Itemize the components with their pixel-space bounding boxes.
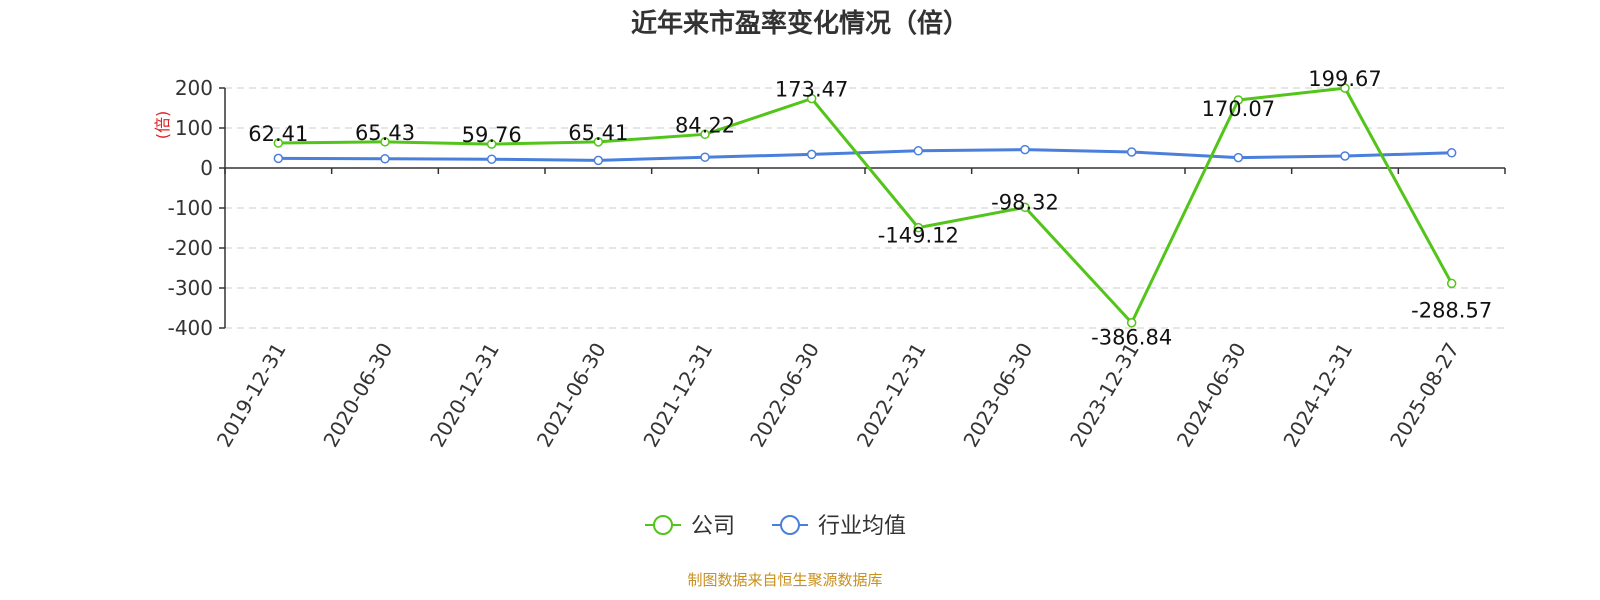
data-point[interactable] [1020,144,1030,155]
data-point[interactable] [1020,202,1030,213]
legend-marker[interactable] [780,515,800,535]
series-line-0 [278,86,1453,325]
x-tick-label: 2022-06-30 [745,339,824,452]
y-axis-label: (倍) [153,111,172,140]
series-lines [273,83,1457,328]
legend-label[interactable]: 公司 [691,514,735,539]
data-point[interactable] [273,138,284,148]
data-point[interactable] [1126,317,1137,328]
data-point[interactable] [1446,148,1457,158]
chart-title: 近年来市盈率变化情况（倍） [631,8,969,39]
data-point[interactable] [700,152,710,162]
x-tick-label: 2022-12-31 [852,338,931,451]
data-point[interactable] [1126,147,1137,157]
data-point[interactable] [1233,152,1244,163]
y-tick-label: 100 [175,116,213,140]
data-point[interactable] [913,146,924,156]
y-tick-label: -300 [168,276,213,300]
x-tick-label: 2020-06-30 [318,339,397,452]
x-tick-label: 2023-12-31 [1065,339,1144,452]
data-point[interactable] [700,129,710,140]
data-label: -98.32 [991,190,1059,214]
data-point[interactable] [913,222,924,233]
x-tick-label: 2021-12-31 [638,339,717,452]
data-point[interactable] [380,154,390,164]
data-point[interactable] [1340,83,1350,93]
data-point[interactable] [1233,95,1244,105]
y-tick-label: -100 [168,196,213,220]
x-tick-label: 2024-12-31 [1278,339,1357,452]
data-label: 65.43 [355,121,415,145]
data-point[interactable] [1340,151,1350,161]
x-tick-label: 2021-06-30 [532,339,611,452]
grid-lines [225,87,1505,329]
data-label: 173.47 [775,78,848,102]
data-point[interactable] [486,154,497,164]
x-tick-label: 2025-08-27 [1385,339,1464,452]
data-label: -149.12 [878,224,959,248]
data-label: 62.41 [248,122,308,146]
y-tick-label: 200 [175,76,213,100]
data-point[interactable] [380,137,390,147]
legend[interactable]: 公司 行业均值 [645,514,906,539]
data-point[interactable] [806,149,817,160]
x-tick-label: 2024-06-30 [1172,339,1251,452]
data-label: 59.76 [462,123,522,147]
y-tick-label: 0 [200,156,213,180]
source-note: 制图数据来自恒生聚源数据库 [687,571,882,589]
series-line-1 [278,148,1452,162]
data-label: -386.84 [1091,326,1172,350]
y-tick-label: -200 [168,236,213,260]
data-point[interactable] [806,93,817,104]
x-tick-label: 2023-06-30 [958,339,1037,452]
y-tick-label: -400 [168,316,213,340]
data-label: -288.57 [1411,298,1492,322]
data-labels: 62.41 65.43 59.76 65.41 84.22 173.47 -149.12 -9… [248,67,1492,350]
data-point[interactable] [486,139,497,149]
x-tick-label: 2019-12-31 [212,339,291,452]
data-label: 84.22 [675,113,735,137]
data-label: 199.67 [1308,67,1381,91]
x-tick-label: 2020-12-31 [425,338,504,451]
data-point[interactable] [273,153,284,164]
legend-marker[interactable] [653,515,673,535]
data-label: 170.07 [1202,97,1275,121]
legend-label[interactable]: 行业均值 [818,514,906,539]
data-point[interactable] [1446,278,1457,289]
data-point[interactable] [593,137,604,147]
data-label: 65.41 [568,121,628,145]
data-point[interactable] [593,155,604,166]
